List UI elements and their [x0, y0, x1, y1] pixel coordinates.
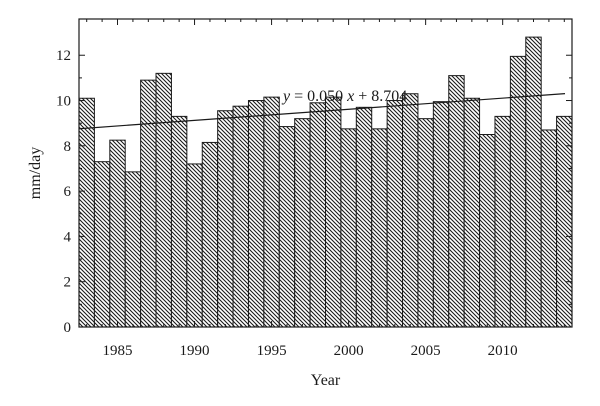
bar-2010: [494, 115, 511, 328]
y-tick-label: 6: [64, 184, 72, 200]
bar-1995: [263, 96, 280, 328]
bar-1983: [78, 97, 95, 328]
y-tick-label: 8: [64, 139, 72, 155]
x-tick-label: 1985: [103, 343, 133, 359]
equation-slope: = 0.050: [290, 88, 343, 105]
x-axis-title: Year: [311, 372, 341, 389]
bar-1984: [93, 161, 111, 328]
bar-1996: [278, 126, 296, 328]
x-tick-label: 1995: [257, 343, 287, 359]
bar-1998: [309, 102, 326, 328]
bar-2013: [540, 129, 558, 328]
bar-2007: [448, 75, 465, 328]
bar-1997: [294, 118, 311, 328]
equation-x: x: [346, 88, 354, 105]
plot-frame: [78, 18, 573, 328]
bar-2004: [402, 93, 419, 328]
trendline-group: [78, 93, 566, 130]
bar-2014: [556, 115, 573, 328]
bar-1988: [155, 72, 172, 328]
bar-2002: [371, 128, 388, 328]
bar-1985: [109, 139, 126, 328]
y-tick-label: 12: [56, 48, 71, 64]
y-tick-label: 10: [56, 94, 71, 110]
bar-2009: [479, 134, 496, 328]
bar-2006: [432, 101, 450, 328]
y-axis-title: mm/day: [27, 147, 44, 199]
y-tick-label: 0: [64, 320, 72, 336]
bar-1993: [232, 105, 249, 328]
bar-1989: [170, 115, 188, 328]
bar-2005: [417, 118, 434, 328]
bar-1987: [140, 79, 157, 328]
bar-1992: [217, 110, 234, 328]
x-axis: 1985 1990 1995 2000 2005 2010: [86, 19, 565, 359]
trendline: [78, 93, 566, 130]
x-tick-label: 2010: [488, 343, 518, 359]
bar-1999: [325, 96, 342, 328]
bar-1990: [186, 163, 203, 328]
y-axis: 0 2 4 6 8 10 12: [56, 48, 572, 336]
bar-2000: [340, 128, 357, 328]
bar-1991: [201, 141, 219, 328]
y-tick-label: 2: [64, 275, 72, 291]
bar-2012: [525, 36, 542, 328]
equation-y: y: [281, 88, 291, 105]
x-tick-label: 2005: [411, 343, 441, 359]
trendline-equation: y = 0.050 x + 8.704: [281, 88, 407, 105]
bar-2008: [463, 97, 481, 328]
x-tick-label: 1990: [180, 343, 210, 359]
bar-1986: [124, 171, 142, 328]
x-tick-label: 2000: [334, 343, 364, 359]
bar-1994: [247, 100, 265, 328]
equation-intercept: + 8.704: [354, 88, 407, 105]
bar-2001: [355, 106, 373, 328]
bar-2003: [386, 100, 404, 328]
y-tick-label: 4: [64, 229, 72, 245]
bars-group: [78, 36, 573, 328]
